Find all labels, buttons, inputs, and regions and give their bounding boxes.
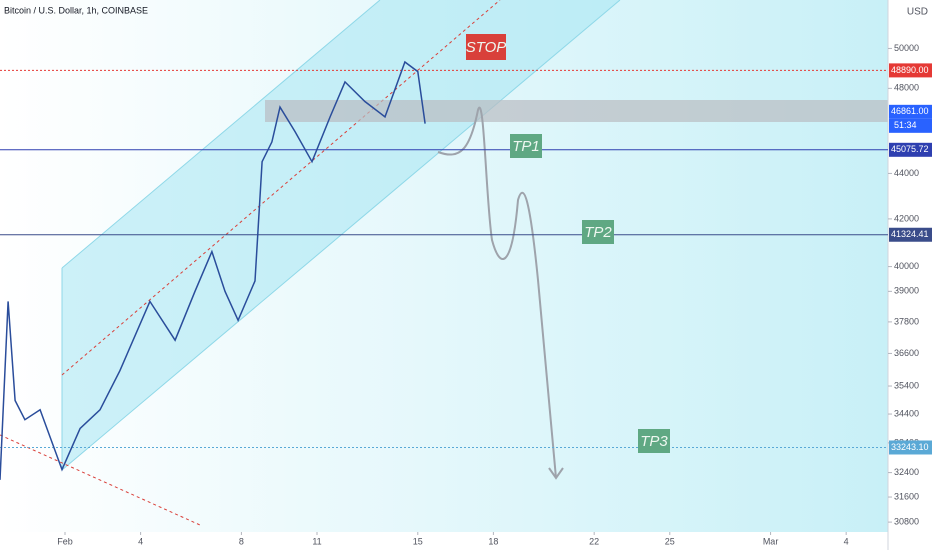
- y-tick-label: 37800: [894, 316, 919, 326]
- price-tag: [889, 63, 932, 78]
- annotation-label: TP3: [640, 433, 668, 450]
- x-tick-label: 11: [312, 536, 321, 546]
- annotation-box: [582, 220, 614, 244]
- countdown-tag: [889, 118, 932, 133]
- price-tag: [889, 227, 932, 242]
- x-tick-label: 8: [239, 536, 244, 546]
- channel-upper: [61, 0, 381, 269]
- projection-arrow: [548, 467, 564, 480]
- trend-line: [0, 434, 201, 526]
- channel-median: [61, 0, 501, 376]
- projection-path: [437, 106, 557, 479]
- x-tick-label: 18: [488, 536, 498, 546]
- price-line: [0, 60, 426, 480]
- price-tag-label: 46861.00: [891, 106, 929, 116]
- currency: USD: [907, 7, 928, 18]
- y-tick-label: 34400: [894, 408, 919, 418]
- countdown: 51:34: [894, 120, 917, 130]
- x-tick-label: 22: [589, 536, 599, 546]
- time-axis: [0, 532, 932, 550]
- x-tick-label: Feb: [57, 536, 73, 546]
- x-tick-label: 25: [665, 536, 675, 546]
- annotation-box: [638, 429, 670, 453]
- y-tick-label: 32400: [894, 467, 919, 477]
- annotation-label: TP1: [512, 138, 540, 155]
- y-tick-label: 36600: [894, 348, 919, 358]
- y-tick-label: 35400: [894, 380, 919, 390]
- annotation-box: [510, 134, 542, 158]
- y-tick-label: 39000: [894, 286, 919, 296]
- x-tick-label: Mar: [763, 536, 779, 546]
- annotation-label: TP2: [584, 224, 612, 241]
- y-tick-label: 42000: [894, 213, 919, 223]
- price-tag: [889, 104, 932, 119]
- annotation-label: STOP: [466, 39, 507, 56]
- y-tick-label: 50000: [894, 43, 919, 53]
- x-tick-label: 4: [844, 536, 849, 546]
- zone: [265, 100, 888, 122]
- x-tick-label: 15: [413, 536, 423, 546]
- price-tag-label: 41324.41: [891, 229, 929, 239]
- chart-title: Bitcoin / U.S. Dollar, 1h, COINBASE: [4, 5, 148, 15]
- y-tick-label: 44000: [894, 168, 919, 178]
- y-tick-label: 48000: [894, 83, 919, 93]
- price-tag-label: 45075.72: [891, 144, 929, 154]
- price-tag: [889, 440, 932, 455]
- price-axis: [888, 0, 932, 550]
- y-tick-label: 40000: [894, 261, 919, 271]
- y-tick-label: 30800: [894, 516, 919, 526]
- price-tag-label: 48890.00: [891, 65, 929, 75]
- y-tick-label: 31600: [894, 491, 919, 501]
- price-tag-label: 33243.10: [891, 442, 929, 452]
- price-tag: [889, 142, 932, 157]
- x-tick-label: 4: [138, 536, 143, 546]
- annotation-box: [466, 34, 506, 60]
